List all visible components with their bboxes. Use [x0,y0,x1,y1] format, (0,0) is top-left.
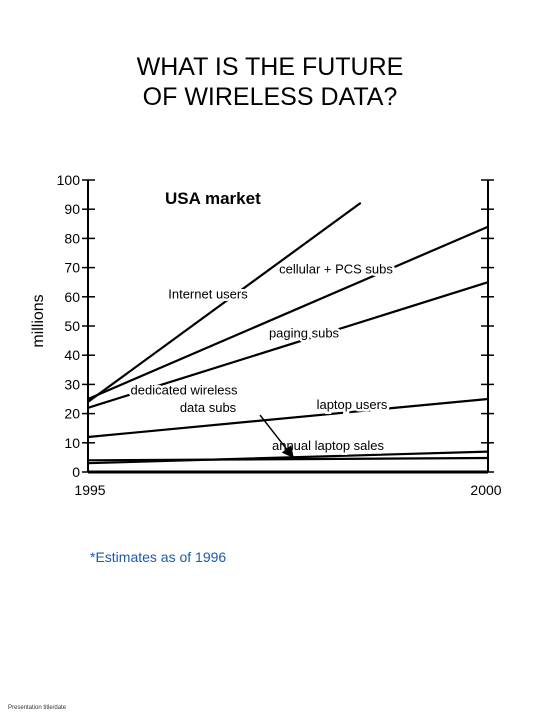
y-tick-label: 10 [64,435,80,451]
annotation-label: data subs [180,400,237,415]
annotation-label: paging subs [269,326,340,341]
y-tick-label: 70 [64,260,80,276]
y-axis-title: millions [30,294,47,347]
annotation-labels: Internet users cellular + PCS subs paging … [128,259,396,456]
estimate-note: *Estimates as of 1996 [90,549,227,565]
y-tick-label: 0 [72,464,80,480]
x-tick-label: 1995 [74,482,105,498]
annotation-label: laptop users [317,397,388,412]
annotation-label: annual laptop sales [272,438,385,453]
y-tick-label: 60 [64,289,80,305]
series-line-laptop-users [86,397,490,439]
series-line-paging-subs [86,281,490,409]
y-tick-label: 80 [64,230,80,246]
title-line-2: OF WIRELESS DATA? [142,83,398,111]
y-tick-label: 100 [57,172,81,188]
axes: 0 10 20 30 40 50 60 70 80 90 100 1995 2000 millions US… [30,172,502,498]
page-title: WHAT IS THE FUTURE OF WIRELESS DATA? [0,52,540,112]
annotation-label: dedicated wireless [131,383,238,398]
y-tick-label: 20 [64,406,80,422]
annotation-label: cellular + PCS subs [279,261,393,276]
series-line-annual-laptop-sales [86,456,490,462]
series-lines [86,202,490,465]
annotation-label: Internet users [168,286,248,301]
dedicated-wireless-arrow [259,414,294,459]
y-tick-label: 90 [64,201,80,217]
chart-subtitle: USA market [165,189,261,208]
y-tick-label: 40 [64,347,80,363]
x-tick-label: 2000 [470,482,501,498]
footer-text: Presentation title/date [8,705,67,711]
series-line-internet-users [86,202,362,403]
annotation-arrows [259,414,294,459]
y-tick-label: 50 [64,318,80,334]
series-line-cellular-pcs-subs [86,225,490,401]
y-tick-label: 30 [64,376,80,392]
title-line-1: WHAT IS THE FUTURE [136,53,404,81]
